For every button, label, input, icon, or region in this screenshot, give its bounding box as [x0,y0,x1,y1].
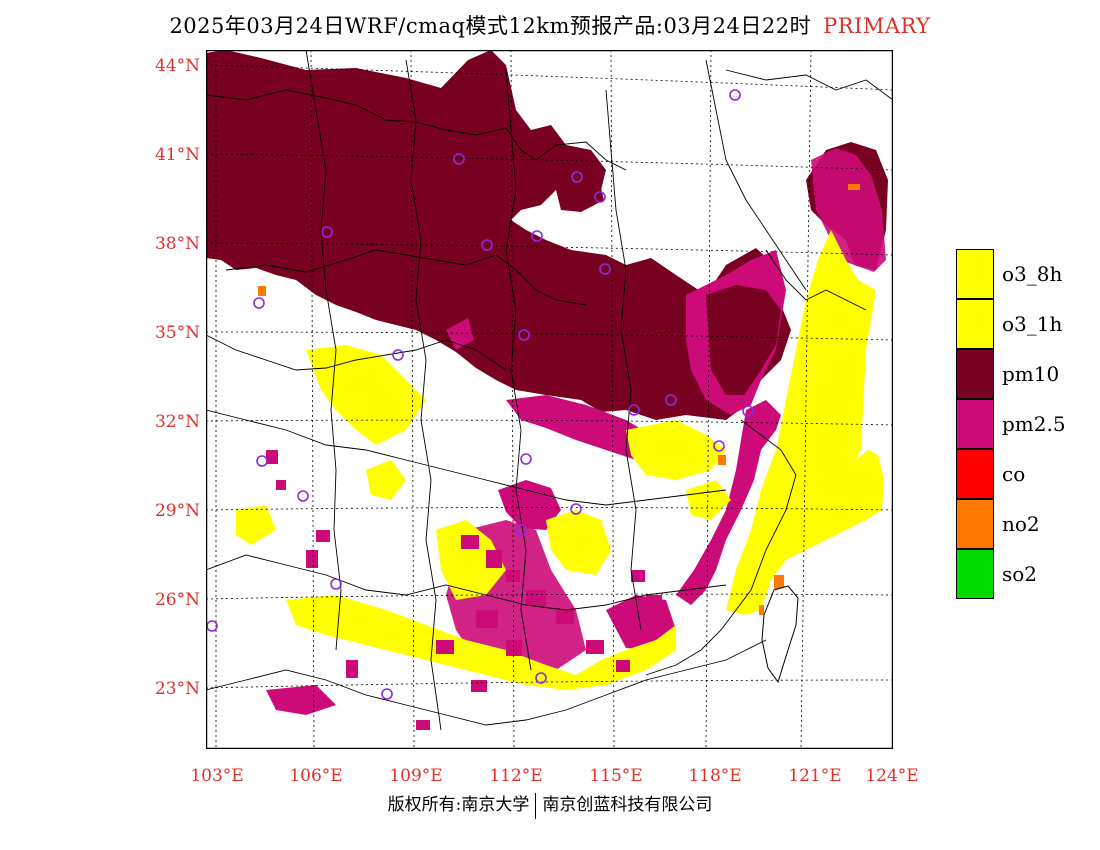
lon-label-115: 115°E [589,766,643,786]
lon-label-112: 112°E [489,766,543,786]
map-title: 2025年03月24日WRF/cmaq模式12km预报产品:03月24日22时 P… [0,10,1100,40]
pm25-patches [266,450,662,730]
title-primary-tag: PRIMARY [823,14,931,38]
footer-left: 版权所有:南京大学 [387,795,530,815]
lon-label-121: 121°E [788,766,842,786]
legend-swatch [956,249,994,299]
pollution-map [205,49,894,750]
o3-region [236,230,884,690]
lon-label-109: 109°E [389,766,443,786]
graticule [205,49,894,750]
legend-swatch [956,449,994,499]
legend-label: co [1002,462,1026,486]
footer-divider [535,792,537,819]
map-canvas [205,49,894,750]
boundary-lines [205,49,894,731]
legend-label: no2 [1002,512,1040,536]
legend-swatch [956,549,994,599]
no2-patches [258,184,860,615]
lat-label-26: 26°N [154,590,200,610]
title-main: 2025年03月24日WRF/cmaq模式12km预报产品:03月24日22时 [169,14,812,38]
lat-label-41: 41°N [154,145,200,165]
station-markers [206,89,754,700]
legend-swatch [956,399,994,449]
footer-right: 南京创蓝科技有限公司 [542,795,713,815]
lat-label-29: 29°N [154,501,200,521]
lat-label-44: 44°N [154,56,200,76]
copyright-footer: 版权所有:南京大学 南京创蓝科技有限公司 [0,790,1100,819]
lat-label-23: 23°N [154,679,200,699]
legend-label: o3_1h [1002,312,1063,336]
lon-label-124: 124°E [865,766,919,786]
legend-label: pm10 [1002,362,1060,386]
lat-label-32: 32°N [154,412,200,432]
lon-label-118: 118°E [688,766,742,786]
lon-label-103: 103°E [190,766,244,786]
lon-label-106: 106°E [289,766,343,786]
legend-swatch [956,349,994,399]
lat-label-38: 38°N [154,234,200,254]
legend-label: so2 [1002,562,1038,586]
legend-label: o3_8h [1002,262,1063,286]
legend-swatch [956,499,994,549]
legend-label: pm2.5 [1002,412,1066,436]
lat-label-35: 35°N [154,323,200,343]
legend-swatch [956,299,994,349]
